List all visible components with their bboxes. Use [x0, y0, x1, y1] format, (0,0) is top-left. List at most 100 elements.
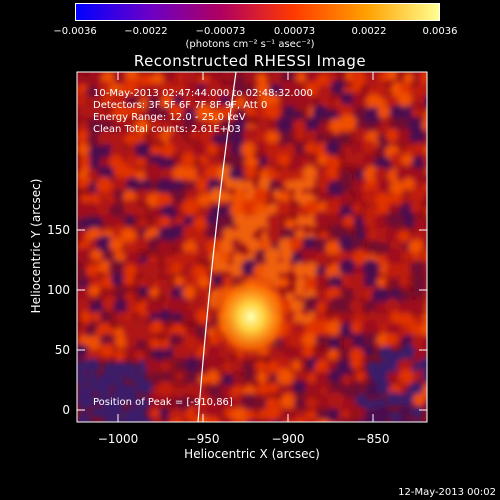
heatmap-cell	[77, 91, 89, 108]
heatmap-cell	[77, 104, 92, 119]
heatmap-cell	[171, 263, 183, 275]
heatmap-cell	[276, 116, 294, 134]
heatmap-cell	[294, 276, 308, 290]
heatmap-cell	[205, 416, 222, 422]
heatmap-cell	[338, 258, 357, 277]
heatmap-cell	[343, 153, 356, 166]
heatmap-cell	[77, 74, 86, 87]
heatmap-cell	[103, 361, 115, 373]
heatmap-cell	[340, 178, 353, 191]
heatmap-cell	[124, 251, 141, 268]
heatmap-cell	[364, 106, 382, 125]
heatmap-cell	[292, 179, 306, 193]
heatmap-cell	[218, 262, 230, 273]
y-tick-label: 0	[62, 403, 70, 417]
y-axis-label: Heliocentric Y (arcsec)	[29, 178, 43, 314]
heatmap-cell	[145, 358, 160, 373]
heatmap-cell	[387, 202, 400, 215]
heatmap-cell	[305, 382, 318, 395]
heatmap-cell	[143, 262, 161, 280]
heatmap-cell	[410, 201, 423, 214]
colorbar-tick-label: 0.0036	[422, 26, 458, 37]
heatmap-cell	[216, 214, 234, 232]
colorbar-tick-label: −0.0036	[53, 26, 97, 37]
heatmap-cell	[113, 162, 131, 180]
heatmap-cell	[219, 236, 237, 254]
heatmap-cell	[385, 211, 404, 229]
heatmap-cell	[204, 164, 222, 182]
heatmap-cell	[101, 119, 114, 132]
heatmap-cell	[289, 237, 303, 251]
heatmap-cell	[242, 225, 255, 238]
heatmap-cell	[171, 179, 186, 194]
heatmap-cell	[423, 81, 427, 94]
heatmap-cell	[77, 177, 89, 190]
heatmap-cell	[294, 369, 307, 382]
heatmap-cell	[424, 144, 427, 157]
heatmap-cell	[120, 227, 138, 244]
heatmap-cell	[126, 177, 141, 192]
heatmap-cell	[114, 335, 129, 349]
heatmap-cell	[102, 213, 116, 227]
heatmap-cell	[327, 369, 342, 384]
heatmap-cell	[90, 406, 103, 419]
heatmap-cell	[149, 320, 164, 335]
heatmap-cell	[149, 337, 162, 350]
heatmap-cell	[332, 97, 344, 109]
heatmap-cell	[195, 104, 214, 123]
heatmap-cell	[398, 368, 415, 386]
heatmap-cell	[421, 118, 427, 132]
heatmap-cell	[111, 132, 127, 148]
heatmap-cell	[387, 371, 400, 384]
heatmap-cell	[371, 287, 389, 305]
heatmap-cell	[233, 107, 247, 121]
heatmap-cell	[340, 192, 353, 205]
x-axis-label: Heliocentric X (arcsec)	[184, 447, 320, 461]
heatmap-cell	[98, 260, 112, 275]
heatmap-cell	[425, 221, 427, 229]
heatmap-cell	[398, 275, 411, 288]
heatmap-cell	[77, 417, 93, 422]
heatmap-cell	[400, 344, 416, 361]
colorbar-tick-label: 0.0022	[351, 26, 387, 37]
heatmap-cell	[415, 95, 427, 106]
heatmap-cell	[145, 103, 161, 119]
heatmap-cell	[402, 72, 415, 84]
heatmap-cell	[87, 131, 102, 146]
heatmap-cell	[364, 332, 379, 347]
heatmap-cell	[232, 420, 242, 422]
heatmap-cell	[327, 349, 339, 361]
heatmap-cell	[343, 215, 355, 228]
heatmap-cell	[329, 296, 345, 312]
heatmap-cell	[314, 370, 330, 387]
heatmap-cell	[409, 128, 426, 145]
heatmap-cell	[127, 105, 140, 118]
heatmap-cell	[77, 298, 91, 313]
heatmap-cell	[399, 391, 415, 407]
heatmap-cell	[294, 204, 307, 217]
heatmap-cell	[266, 226, 284, 244]
heatmap-cell	[136, 396, 151, 411]
heatmap-cell	[420, 72, 427, 87]
heatmap-cell	[173, 385, 187, 399]
heatmap-cell	[219, 252, 231, 264]
heatmap-cell	[219, 95, 231, 106]
heatmap-cell	[137, 379, 154, 396]
heatmap-cell	[340, 91, 356, 107]
heatmap-cell	[399, 312, 415, 329]
heatmap-cell	[389, 192, 403, 206]
heatmap-cell	[161, 156, 175, 170]
heatmap-cell	[206, 143, 219, 156]
heatmap-cell	[88, 72, 105, 87]
heatmap-cell	[363, 300, 377, 314]
heatmap-cell	[397, 229, 411, 243]
heatmap-cell	[389, 81, 407, 98]
heatmap-cell	[428, 408, 440, 420]
heatmap-cell	[361, 259, 380, 277]
heatmap-cell	[199, 249, 211, 261]
heatmap-cell	[361, 319, 379, 337]
heatmap-cell	[253, 188, 269, 205]
heatmap-cell	[99, 343, 115, 359]
heatmap-cell	[193, 90, 211, 109]
heatmap-cell	[220, 104, 237, 120]
